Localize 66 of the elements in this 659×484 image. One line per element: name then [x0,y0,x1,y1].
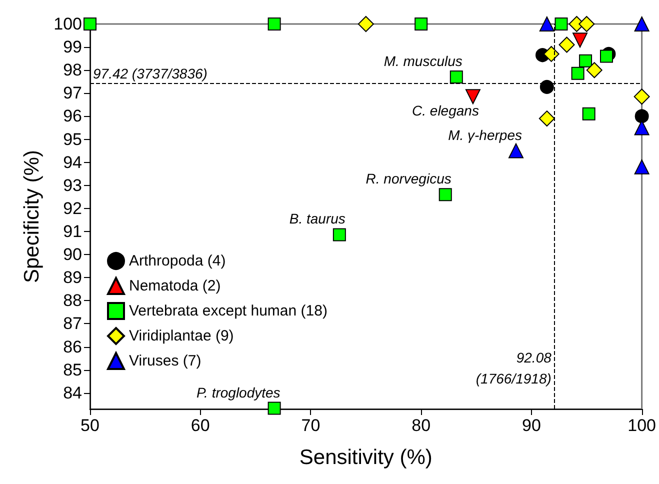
point [634,109,649,124]
point [465,89,480,104]
y-tick-label: 98 [63,60,82,80]
point [582,107,596,120]
point [578,16,595,32]
annotation: M. γ-herpes [448,126,522,143]
ref-line-label: 97.42 (3737/3836) [93,65,208,82]
point [634,159,650,174]
x-tick-label: 80 [412,416,431,435]
point [268,18,281,30]
point [414,18,428,30]
y-tick-label: 85 [63,360,82,380]
x-tick-label: 60 [190,416,210,435]
y-tick-label: 84 [63,383,82,402]
y-tick-label: 96 [63,106,82,126]
point [600,50,613,63]
ref-line-label: 92.08 (1766/1918) [476,350,552,386]
point [554,18,568,30]
point [634,16,650,32]
point [572,32,588,48]
y-tick-label: 86 [63,337,82,356]
point [84,18,96,30]
x-tick-label: 50 [80,416,100,435]
x-tick-label: 90 [522,416,541,435]
y-tick-label: 90 [63,245,82,264]
y-tick-label: 87 [63,314,82,334]
legend-label: Vertebrata except human (18) [129,302,328,320]
point [540,80,554,94]
x-tick-label: 100 [628,416,656,435]
annotation: C. elegans [412,102,479,119]
point [539,16,554,32]
legend-label: Viridiplantae (9) [129,328,234,344]
y-tick-label: 91 [63,222,82,241]
point [332,228,346,242]
point [579,54,592,68]
annotation: P. troglodytes [196,384,280,400]
point [268,402,281,415]
x-tick-label: 70 [301,416,320,435]
y-tick-label: 97 [63,84,82,103]
legend-label: Arthropoda (4) [129,252,226,270]
point [450,70,463,84]
annotation: R. norvegicus [366,170,452,187]
y-axis-title: Specificity (%) [20,150,44,284]
point [358,16,374,32]
y-tick-label: 89 [63,268,82,288]
x-axis-title: Sensitivity (%) [299,446,432,469]
legend-label: Viruses (7) [129,352,202,370]
annotation: B. taurus [289,210,346,227]
point [438,188,452,202]
point [538,110,555,127]
legend-label: Nematoda (2) [129,278,221,294]
y-tick-label: 88 [63,291,82,310]
y-tick-label: 92 [63,198,82,218]
y-tick-label: 93 [63,176,82,195]
y-tick-label: 99 [63,38,82,57]
point [634,88,650,105]
point [586,62,602,78]
y-tick-label: 100 [54,14,82,34]
point [634,120,650,136]
y-tick-label: 94 [63,152,82,172]
point [543,46,560,62]
point [558,36,575,53]
point [508,143,524,158]
y-tick-label: 95 [63,130,82,149]
point [571,66,584,80]
annotation: M. musculus [384,53,462,70]
